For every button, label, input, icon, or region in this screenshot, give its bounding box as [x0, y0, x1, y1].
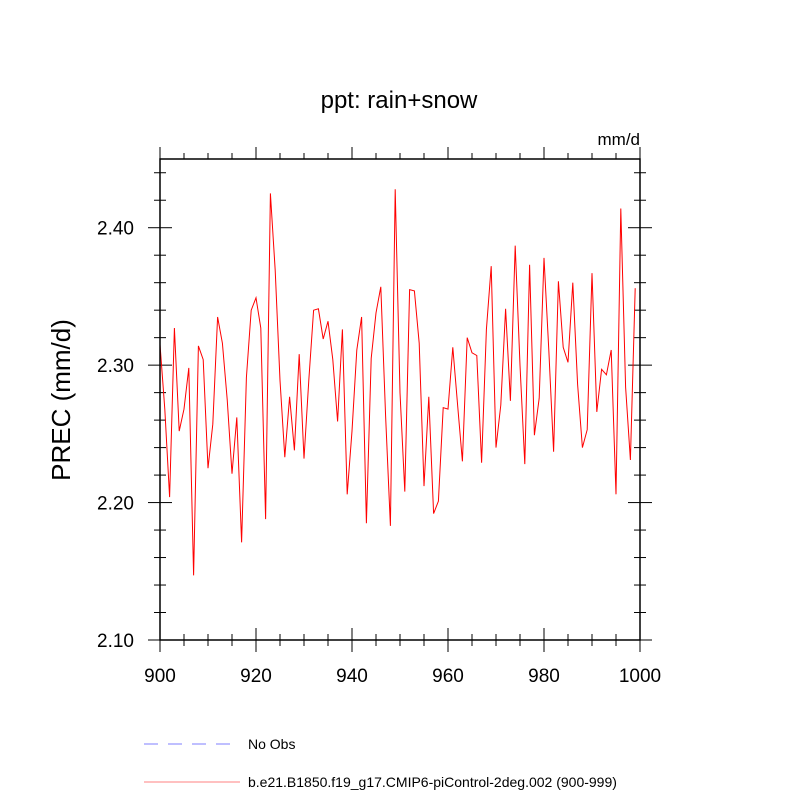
x-tick-label: 1000	[619, 666, 661, 687]
legend-label-model: b.e21.B1850.f19_g17.CMIP6-piControl-2deg…	[248, 774, 617, 790]
tick-labels: 900 920 940 960 980 1000 2.10 2.20 2.30 2.40	[97, 219, 661, 687]
x-tick-label: 920	[240, 666, 272, 687]
y-tick-label: 2.20	[97, 494, 134, 515]
x-tick-label: 900	[144, 666, 176, 687]
plot-frame	[159, 158, 641, 641]
x-tick-label: 940	[336, 666, 368, 687]
y-tick-label: 2.40	[97, 219, 134, 240]
series-line	[159, 189, 636, 576]
legend: No Obs b.e21.B1850.f19_g17.CMIP6-piContr…	[144, 736, 617, 790]
x-tick-label: 960	[432, 666, 464, 687]
series-group	[159, 189, 636, 576]
y-tick-label: 2.30	[97, 356, 134, 377]
units-label: mm/d	[598, 130, 641, 149]
y-tick-label: 2.10	[97, 631, 134, 652]
axes	[148, 147, 652, 652]
x-tick-label: 980	[528, 666, 560, 687]
legend-label-no-obs: No Obs	[248, 736, 295, 752]
chart-title: ppt: rain+snow	[321, 87, 478, 114]
y-axis-label: PREC (mm/d)	[46, 319, 76, 481]
